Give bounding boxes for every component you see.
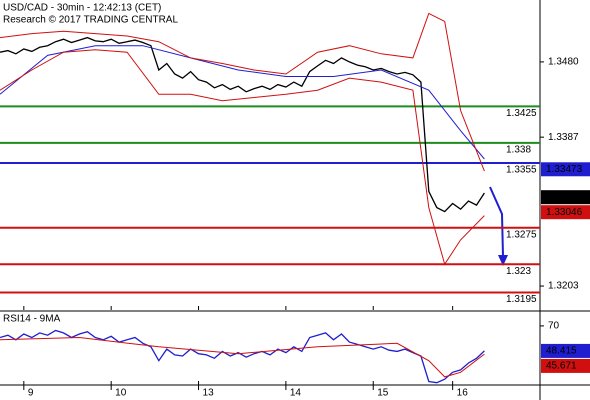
projection-arrowhead: [498, 255, 508, 266]
price-marker: [541, 205, 590, 220]
x-tick-label: 13: [203, 388, 215, 399]
x-tick-label: 14: [290, 388, 302, 399]
x-tick-label: 10: [115, 388, 127, 399]
plot-area: [0, 329, 485, 384]
chart-title: USD/CAD - 30min - 12:42:13 (CET): [3, 3, 161, 14]
level-label: 1.3275: [506, 229, 537, 240]
price-marker-label: 48.415: [546, 346, 577, 357]
price-marker-label: 1.33473: [546, 164, 583, 175]
y-tick-label: 70: [548, 321, 560, 332]
level-label: 1.3425: [506, 108, 537, 119]
panel-title: RSI14 - 9MA: [3, 314, 61, 325]
price-marker-label: 1.33046: [546, 207, 583, 218]
series-line: [0, 36, 485, 213]
price-marker: [541, 162, 590, 177]
level-label: 1.338: [506, 144, 531, 155]
series-line: [0, 12, 485, 172]
projection-arrow: [489, 186, 504, 257]
y-tick-label: 1.3387: [548, 132, 579, 143]
level-label: 1.323: [506, 266, 531, 277]
series-line: [0, 329, 485, 384]
price-marker-label: 45.671: [546, 361, 577, 372]
y-tick-label: 1.3203: [548, 281, 579, 292]
x-tick-label: 15: [377, 388, 389, 399]
plot-area: [0, 12, 540, 294]
level-label: 1.3195: [506, 294, 537, 305]
price-marker: [541, 190, 590, 205]
y-tick-label: 1.3480: [548, 57, 579, 68]
chart-subtitle: Research © 2017 TRADING CENTRAL: [3, 15, 178, 26]
series-line: [0, 49, 485, 266]
x-tick-label: 9: [28, 388, 34, 399]
price-marker: [541, 343, 590, 358]
x-tick-label: 16: [457, 388, 469, 399]
series-line: [0, 336, 485, 378]
price-marker: [541, 358, 590, 373]
level-label: 1.3355: [506, 165, 537, 176]
price-marker-label: 1.33128: [546, 192, 583, 203]
series-line: [0, 45, 485, 160]
